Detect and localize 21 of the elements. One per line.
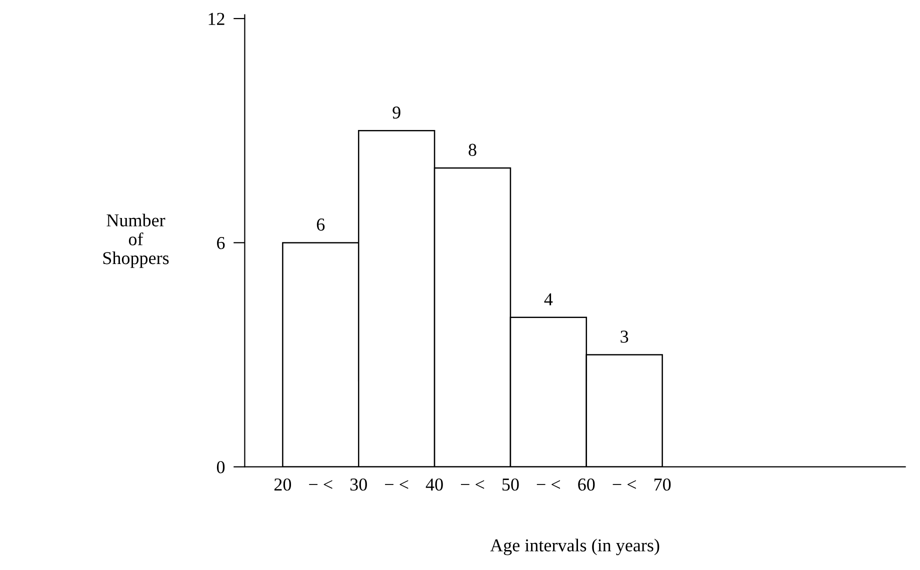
x-tick-label: − <: [612, 480, 636, 489]
x-tick-label: − <: [536, 480, 560, 489]
x-tick-label: − <: [460, 480, 484, 489]
data-label: 8: [468, 144, 476, 156]
x-tick-label: 60: [578, 478, 595, 491]
data-label: 9: [392, 106, 400, 119]
data-label: 6: [316, 218, 325, 231]
x-tick-label: 70: [654, 478, 671, 491]
y-tick-label: 0: [216, 461, 225, 474]
x-axis-title: Age intervals (in years): [490, 538, 660, 556]
data-label: 4: [544, 293, 553, 306]
x-tick-label: 50: [502, 478, 519, 491]
x-tick-label: 40: [426, 478, 443, 491]
x-tick-label: − <: [385, 480, 408, 489]
x-tick-label: 20: [274, 478, 292, 491]
y-axis-title: Number of Shoppers: [103, 214, 169, 268]
x-tick-label: − <: [309, 480, 332, 489]
x-tick-label: 30: [350, 478, 367, 491]
data-label: 3: [620, 330, 628, 343]
y-tick-label: 12: [208, 12, 224, 25]
y-tick-label: 6: [217, 237, 225, 250]
